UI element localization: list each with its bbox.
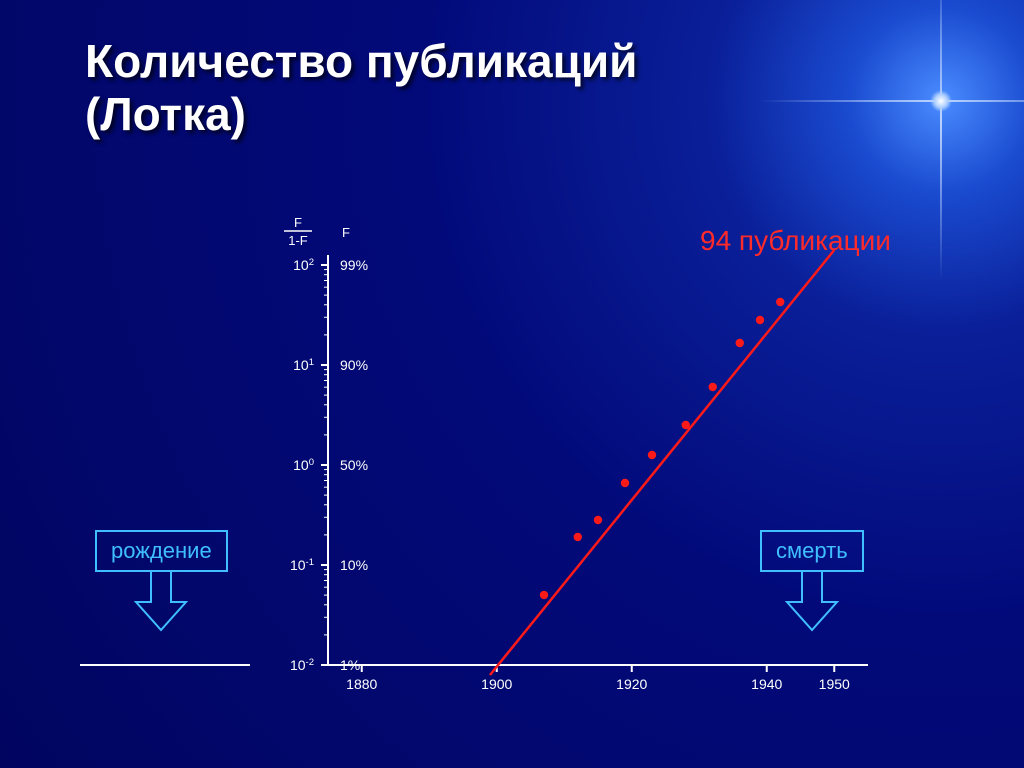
slide: Количество публикаций(Лотка) 94 публикац… bbox=[0, 0, 1024, 768]
lens-flare-vertical bbox=[940, 0, 942, 280]
left-baseline bbox=[80, 663, 280, 683]
svg-text:102: 102 bbox=[293, 257, 314, 274]
svg-text:10-2: 10-2 bbox=[290, 657, 314, 674]
publications-chart: 1880 1900 1920 1940 1950 10-2 10-1 100 101 102 1% 1… bbox=[180, 215, 900, 705]
svg-text:1880: 1880 bbox=[346, 676, 377, 692]
svg-text:100: 100 bbox=[293, 457, 314, 474]
svg-text:99%: 99% bbox=[340, 257, 368, 273]
svg-text:90%: 90% bbox=[340, 357, 368, 373]
svg-text:1920: 1920 bbox=[616, 676, 647, 692]
svg-text:1-F: 1-F bbox=[288, 233, 308, 248]
svg-text:F: F bbox=[342, 225, 350, 240]
svg-text:50%: 50% bbox=[340, 457, 368, 473]
svg-text:F: F bbox=[294, 215, 302, 230]
svg-text:1940: 1940 bbox=[751, 676, 782, 692]
lens-flare-horizontal bbox=[760, 100, 1024, 102]
svg-text:1950: 1950 bbox=[819, 676, 850, 692]
lens-flare-core bbox=[930, 90, 952, 112]
slide-title: Количество публикаций(Лотка) bbox=[85, 35, 637, 141]
svg-text:101: 101 bbox=[293, 357, 314, 374]
svg-text:10%: 10% bbox=[340, 557, 368, 573]
svg-text:10-1: 10-1 bbox=[290, 557, 314, 574]
svg-text:1%: 1% bbox=[340, 657, 360, 673]
svg-text:1900: 1900 bbox=[481, 676, 512, 692]
